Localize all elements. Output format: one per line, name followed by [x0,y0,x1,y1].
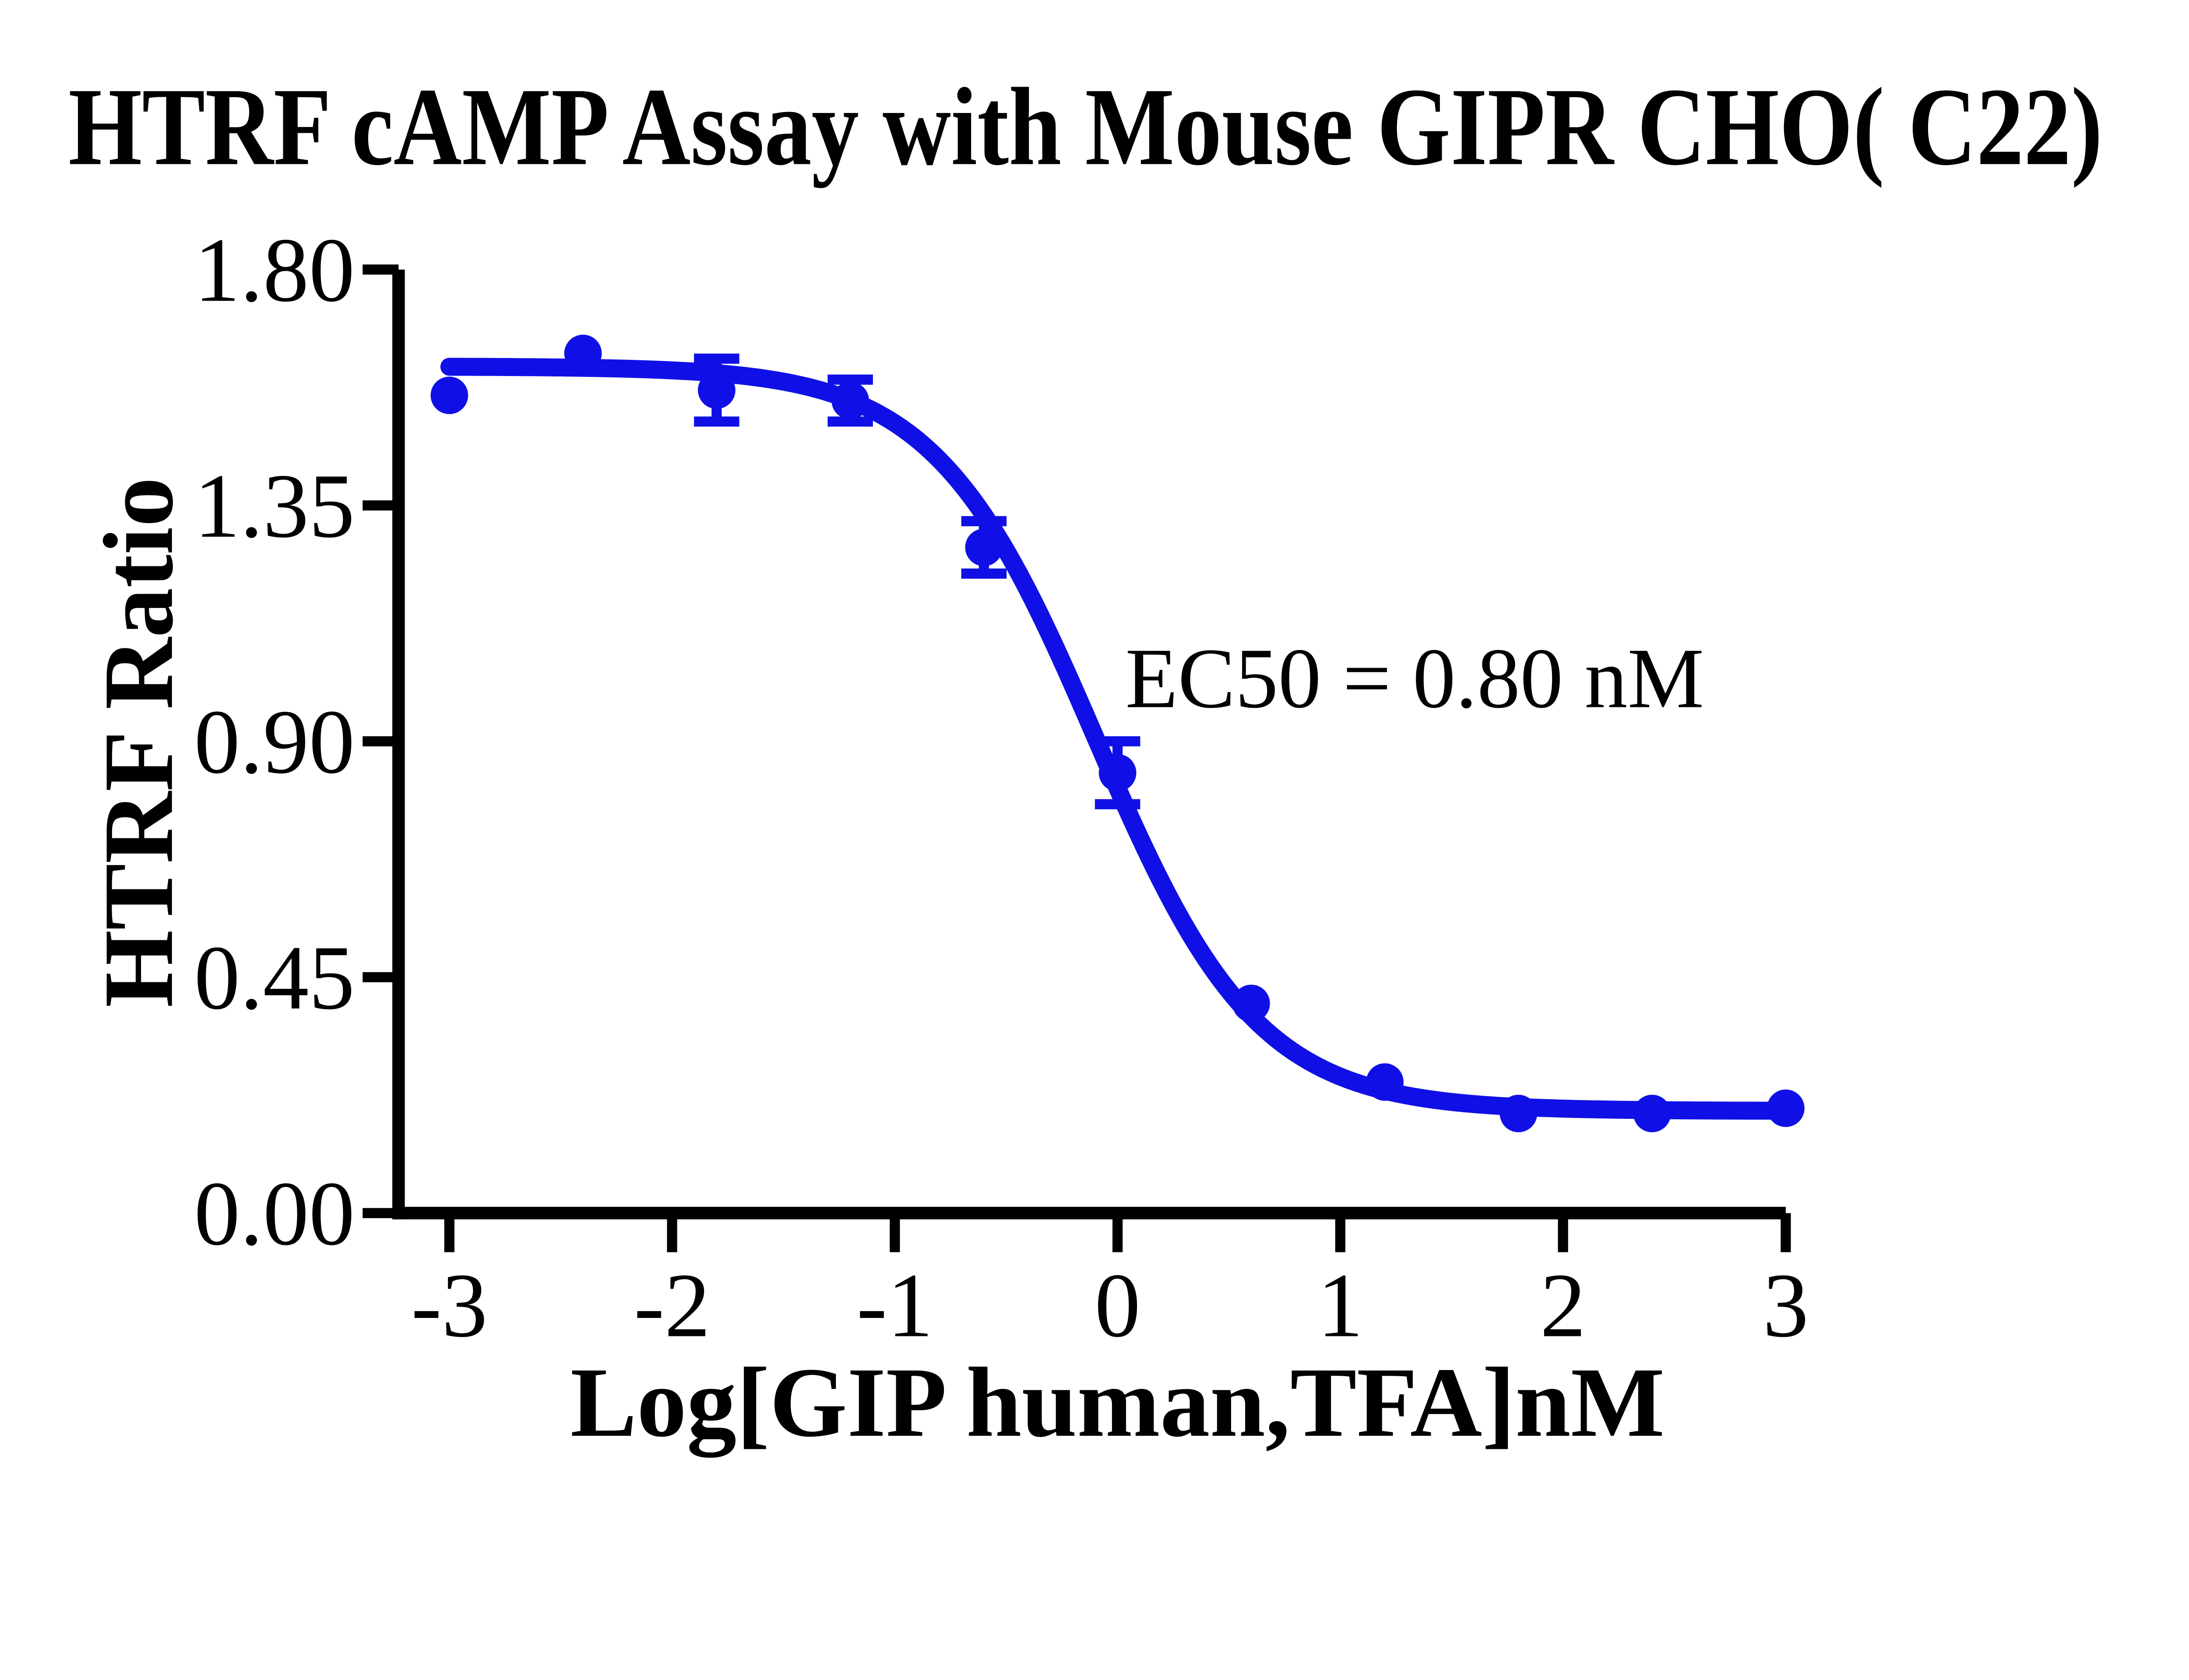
y-tick-label: 0.00 [194,1163,355,1265]
data-point [1232,984,1270,1023]
x-tick-label: -1 [857,1255,933,1356]
figure: HTRF cAMP Assay with Mouse GIPR CHO( C22… [68,65,2103,1458]
data-point [1767,1089,1805,1127]
x-tick-label: 2 [1540,1255,1586,1356]
y-tick-label: 1.35 [194,455,355,557]
chart-title: HTRF cAMP Assay with Mouse GIPR CHO( C22… [68,65,2103,189]
data-point [965,528,1003,566]
data-point [698,371,736,409]
y-tick-label: 0.90 [194,691,355,793]
data-point [831,382,869,420]
data-point [430,376,468,415]
x-tick-label: -2 [634,1255,711,1356]
data-point [1633,1094,1671,1132]
data-point [564,334,602,373]
data-point [1098,754,1137,792]
x-tick-label: 1 [1317,1255,1363,1356]
ec50-annotation: EC50 = 0.80 nM [1125,630,1704,726]
y-tick-label: 0.45 [194,927,355,1029]
x-tick-label: 3 [1763,1255,1809,1356]
x-tick-label: -3 [411,1255,488,1356]
data-point [1366,1063,1404,1101]
x-tick-label: 0 [1094,1255,1140,1356]
x-axis-title: Log[GIP human,TFA]nM [570,1347,1665,1458]
y-tick-label: 1.80 [194,219,355,321]
plot-area: 0.00 0.45 0.90 1.35 1.80 -3 -2 -1 0 1 2 3 [194,219,1809,1356]
data-point [1499,1094,1538,1132]
